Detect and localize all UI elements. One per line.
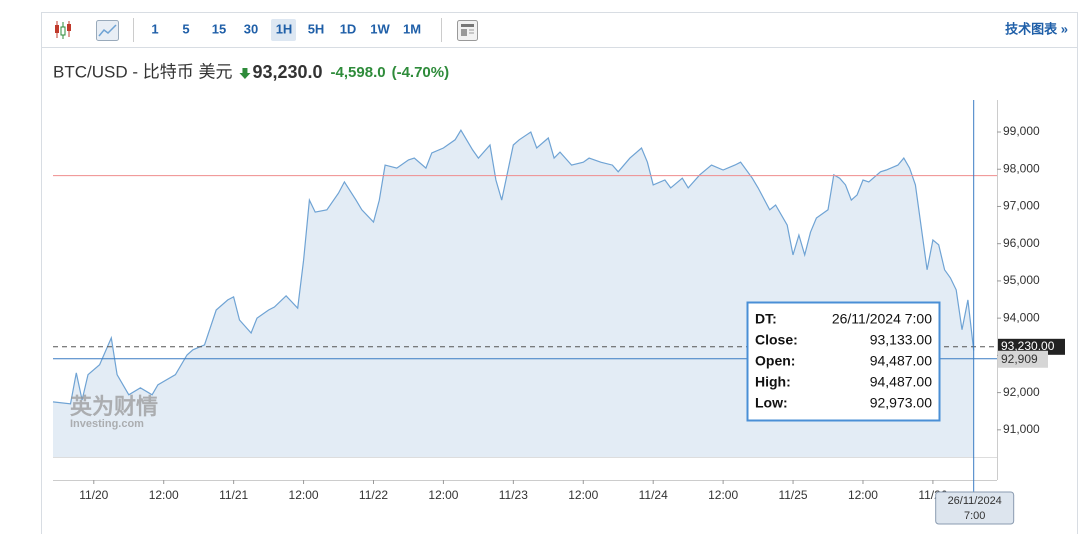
crosshair-x-box	[935, 491, 1015, 525]
interval-button[interactable]: 5H	[308, 21, 325, 36]
interval-button[interactable]: 1D	[340, 21, 357, 36]
y-tick-label: 94,000	[1003, 310, 1040, 324]
crosshair-y-label: 92,909	[1001, 352, 1038, 366]
x-tick-label: 12:00	[428, 488, 458, 502]
x-tick-label: 11/24	[639, 488, 668, 502]
y-tick-label: 97,000	[1003, 199, 1040, 213]
tooltip-value: 94,487.00	[870, 374, 932, 390]
tooltip-value: 93,133.00	[870, 332, 932, 348]
watermark-brand: 英为财情	[70, 394, 158, 419]
x-tick-label: 12:00	[708, 488, 738, 502]
interval-button[interactable]: 15	[212, 21, 226, 36]
y-tick-label: 98,000	[1003, 161, 1040, 175]
crosshair-y-box	[998, 350, 1048, 368]
price: 93,230.0	[252, 62, 322, 82]
tooltip-key: Open:	[755, 353, 795, 369]
tooltip-value: 26/11/2024 7:00	[832, 311, 932, 327]
watermark-site: Investing.com	[70, 418, 144, 430]
active-interval-bg	[271, 19, 296, 41]
tooltip-key: High:	[755, 374, 791, 390]
change: -4,598.0	[331, 64, 386, 81]
interval-button[interactable]: 1M	[403, 21, 421, 36]
x-tick-label: 11/20	[79, 488, 108, 502]
y-tick-label: 96,000	[1003, 236, 1040, 250]
interval-button[interactable]: 1W	[370, 21, 390, 36]
y-tick-label: 95,000	[1003, 273, 1040, 287]
crosshair-x-label: 26/11/2024	[948, 495, 1002, 507]
x-tick-label: 12:00	[289, 488, 319, 502]
x-tick-label: 12:00	[848, 488, 878, 502]
interval-button[interactable]: 30	[244, 21, 258, 36]
instrument-name: BTC/USD - 比特币 美元	[53, 62, 232, 81]
area-icon[interactable]	[96, 20, 119, 41]
y-tick-label: 91,000	[1003, 422, 1040, 436]
x-tick-label: 12:00	[149, 488, 179, 502]
interval-button[interactable]: 1	[151, 21, 158, 36]
interval-button[interactable]: 1H	[276, 21, 293, 36]
tooltip-value: 92,973.00	[870, 395, 932, 411]
y-tick-label: 99,000	[1003, 124, 1040, 138]
tooltip-value: 94,487.00	[870, 353, 932, 369]
price-line	[52, 129, 975, 405]
x-tick-label: 11/25	[778, 488, 807, 502]
x-tick-label: 12:00	[568, 488, 598, 502]
interval-button[interactable]: 5	[182, 21, 189, 36]
x-tick-label: 11/23	[499, 488, 528, 502]
tooltip-key: Close:	[755, 332, 798, 348]
technical-chart-link[interactable]: 技术图表 »	[1005, 21, 1068, 36]
crosshair-x-label: 7:00	[964, 510, 985, 522]
area-fill	[53, 130, 974, 457]
x-tick-label: 11/21	[219, 488, 248, 502]
candle-icon[interactable]	[55, 21, 71, 39]
last-price-label: 93,230.00	[1001, 339, 1055, 353]
change-percent: (-4.70%)	[392, 64, 450, 81]
tooltip-key: DT:	[755, 311, 777, 327]
tooltip-key: Low:	[755, 395, 788, 411]
down-arrow	[239, 68, 251, 79]
news-icon[interactable]	[457, 20, 478, 41]
y-tick-label: 92,000	[1003, 385, 1040, 399]
tooltip-box	[746, 301, 941, 422]
x-tick-label: 11/22	[359, 488, 388, 502]
